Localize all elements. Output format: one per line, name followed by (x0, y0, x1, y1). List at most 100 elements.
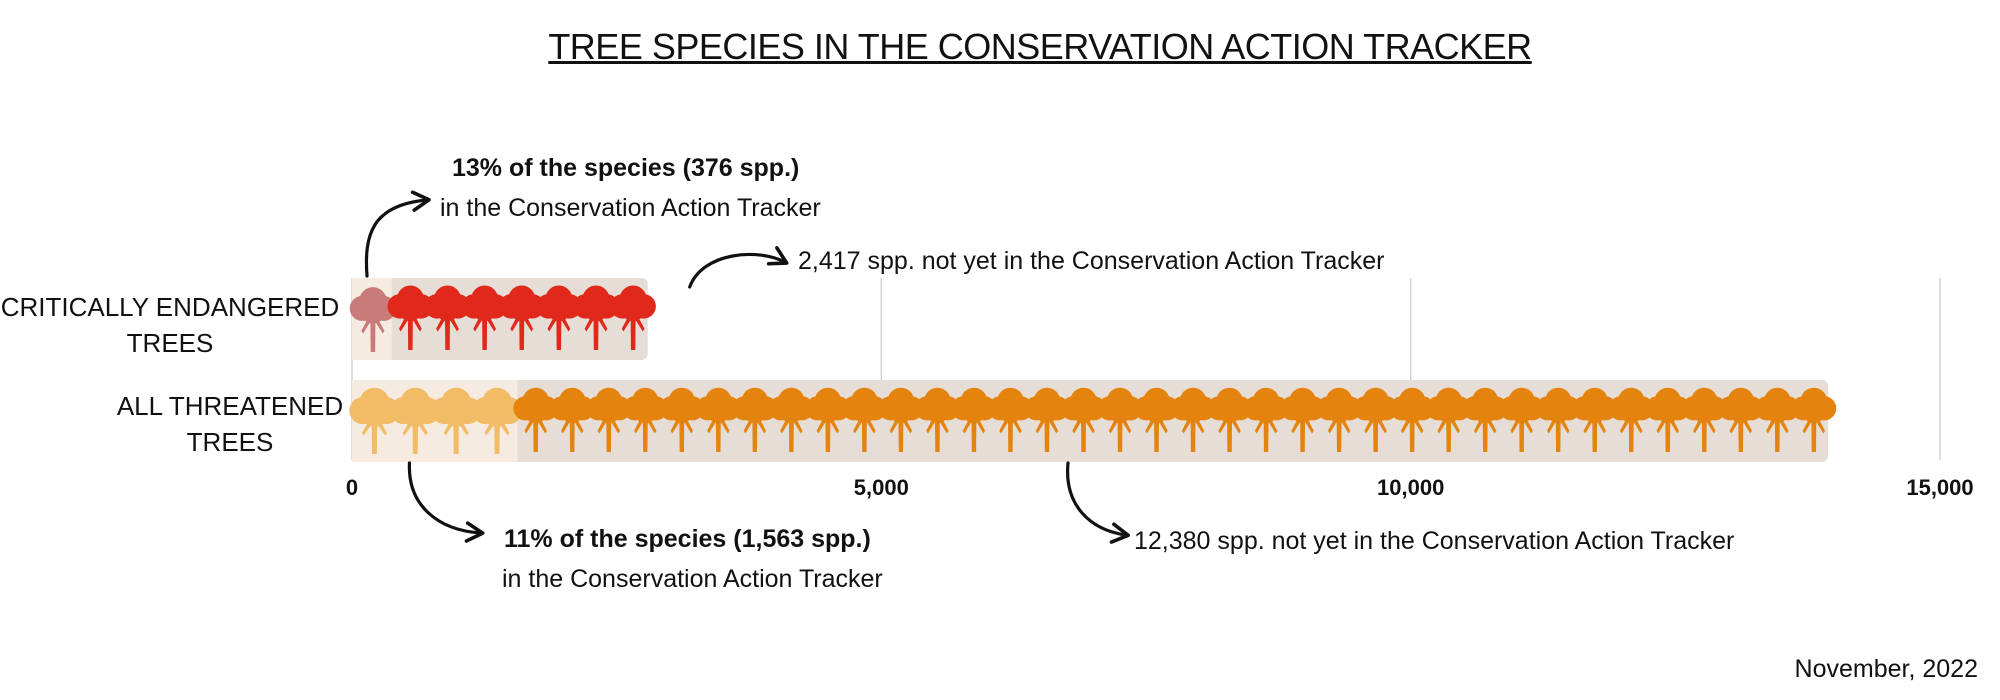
tree-branch (1632, 411, 1643, 434)
tree-branch (1364, 411, 1375, 434)
tree-branch (1157, 411, 1168, 434)
tree-branch (889, 411, 901, 434)
tree-trunk (1336, 405, 1342, 452)
tree-branch (596, 309, 608, 332)
tree-trunk (1482, 405, 1488, 452)
tree-branch (926, 411, 937, 434)
tree-icon (1681, 387, 1727, 452)
tree-branch (498, 413, 510, 436)
tree-trunk (407, 303, 413, 350)
tree-branch (584, 309, 596, 332)
tree-branch (1595, 411, 1606, 434)
tree-branch (1473, 411, 1485, 434)
tree-branch (1522, 411, 1533, 434)
tree-trunk (569, 405, 575, 452)
tree-trunk (593, 303, 599, 350)
arrow-all-in-tracker (407, 461, 485, 543)
tree-trunk (1738, 405, 1744, 452)
tree-branch (1668, 411, 1679, 434)
tree-branch (1266, 411, 1278, 434)
tree-trunk (1701, 405, 1707, 452)
tree-icon (805, 387, 851, 452)
annotation-bold-text: 11% of the species (1,563 spp.) (504, 525, 871, 553)
tree-branch (443, 413, 456, 436)
category-label-line: TREES (186, 427, 274, 457)
annotation-ce-in-tracker: 13% of the species (376 spp.) in the Con… (440, 148, 821, 228)
tree-trunk (533, 405, 539, 452)
tree-trunk (1263, 405, 1269, 452)
tree-trunk (1300, 405, 1306, 452)
tree-branch (743, 411, 754, 434)
tree-trunk (971, 405, 977, 452)
tree-branch (1413, 411, 1424, 434)
tree-branch (670, 411, 681, 434)
tree-branch (682, 411, 694, 434)
tree-trunk (642, 405, 648, 452)
tree-branch (853, 411, 864, 434)
tree-trunk (1117, 405, 1123, 452)
tree-branch (1449, 411, 1460, 434)
tree-trunk (1153, 405, 1160, 452)
tree-branch (361, 311, 373, 334)
tree-branch (473, 309, 484, 332)
tree-branch (1047, 411, 1059, 434)
tree-trunk (934, 405, 941, 452)
tree-icon (1754, 387, 1800, 452)
tree-icon (951, 387, 997, 452)
tree-branch (485, 309, 497, 332)
tree-trunk (1409, 405, 1415, 452)
tree-branch (792, 411, 803, 434)
tree-branch (1218, 411, 1229, 434)
tree-branch (755, 411, 767, 434)
tree-branch (457, 413, 469, 436)
tree-branch (1011, 411, 1022, 434)
tree-branch (484, 413, 497, 436)
tree-icon (915, 387, 960, 452)
tree-branch (436, 309, 447, 332)
tree-trunk (1811, 405, 1817, 452)
tree-branch (828, 411, 840, 434)
tree-branch (1778, 411, 1789, 434)
tree-branch (1510, 411, 1521, 434)
tree-icon (659, 387, 705, 452)
arrow-ce-in-tracker (364, 190, 431, 278)
tree-branch (522, 309, 534, 332)
tree-icon (1207, 387, 1252, 452)
tree-icon (349, 387, 400, 454)
tree-branch (559, 309, 571, 332)
tree-icon (471, 387, 523, 454)
tree-branch (707, 411, 718, 434)
tree-branch (416, 413, 428, 436)
tree-branch (780, 411, 791, 434)
tree-branch (1741, 411, 1753, 434)
tree-branch (1035, 411, 1047, 434)
tree-trunk (679, 405, 685, 452)
annotation-text: in the Conservation Action Tracker (440, 194, 821, 222)
tree-branch (536, 411, 547, 434)
tree-trunk (371, 407, 378, 454)
tree-trunk (1628, 405, 1634, 452)
tree-trunk (1446, 405, 1452, 452)
tree-branch (646, 411, 657, 434)
tree-branch (1327, 411, 1339, 434)
annotation-text: in the Conservation Action Tracker (502, 565, 883, 593)
tree-branch (375, 413, 387, 436)
tree-branch (448, 309, 459, 332)
tree-branch (1766, 411, 1777, 434)
tree-trunk (1044, 405, 1050, 452)
tree-branch (1559, 411, 1570, 434)
tree-branch (1120, 411, 1132, 434)
x-tick-label: 15,000 (1906, 475, 1973, 500)
tree-icon (586, 387, 632, 452)
tree-icon (610, 285, 656, 350)
tree-branch (1145, 411, 1156, 434)
tree-trunk (370, 305, 376, 352)
tree-branch (1230, 411, 1241, 434)
tree-icon (1535, 387, 1581, 452)
tree-trunk (898, 405, 904, 452)
tree-branch (1193, 411, 1205, 434)
tree-trunk (481, 303, 488, 350)
tree-branch (373, 311, 385, 334)
tree-icon (424, 285, 471, 350)
